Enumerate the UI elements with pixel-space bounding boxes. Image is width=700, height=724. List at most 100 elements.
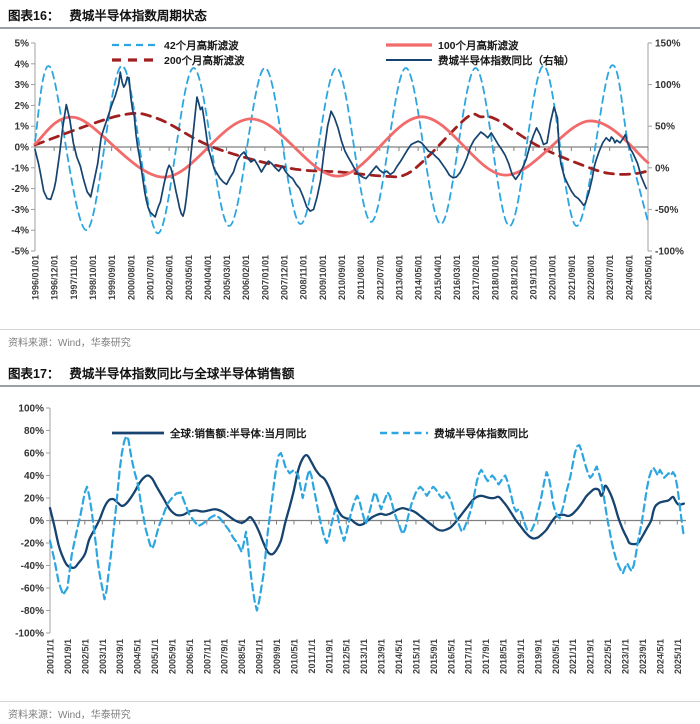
legend-item: 费城半导体指数同比（右轴） [386,54,575,67]
x-axis-tick-label: 1996/12/01 [50,255,60,300]
left-axis-tick-label: -4% [11,226,29,237]
figure16-label: 图表16： [8,9,60,23]
x-axis-tick-label: 2023/9/1 [638,639,648,674]
left-axis-tick-label: 20% [24,494,44,505]
x-axis-tick-label: 2011/08/01 [356,255,366,300]
x-axis-tick-label: 2011/9/1 [324,639,334,674]
x-axis-tick-label: 2021/1/1 [568,639,578,674]
x-axis-tick-label: 2016/03/01 [452,255,462,300]
figure16-title: 图表16： 费城半导体指数周期状态 [0,0,700,27]
left-axis-tick-label: 100% [18,404,44,415]
x-axis-tick-label: 2017/9/1 [481,639,491,674]
x-axis-tick-label: 2005/1/1 [150,639,160,674]
x-axis-tick-label: 2022/5/1 [603,639,613,674]
x-axis-tick-label: 1999/09/01 [107,255,117,300]
x-axis-tick-label: 2015/04/01 [433,255,443,300]
x-axis-tick-label: 2020/10/01 [548,255,558,300]
left-axis-tick-label: 0% [15,143,30,154]
legend-label: 全球:销售额:半导体:当月同比 [169,427,307,440]
legend-label: 42个月高斯滤波 [164,39,239,52]
right-axis-tick-label: 100% [655,80,681,91]
series-line [33,111,650,179]
figure16-title-text: 费城半导体指数周期状态 [69,9,207,23]
legend-label: 200个月高斯滤波 [164,54,245,67]
x-axis-tick-label: 2012/07/01 [375,255,385,300]
left-axis-tick-label: 1% [15,122,30,133]
x-axis-tick-label: 2003/9/1 [115,639,125,674]
left-axis-tick-label: 2% [15,101,30,112]
right-axis-tick-label: 50% [655,122,675,133]
legend-label: 100个月高斯滤波 [438,39,519,52]
x-axis-tick-label: 2009/9/1 [272,639,282,674]
x-axis-tick-label: 2006/5/1 [185,639,195,674]
left-axis-tick-label: -40% [21,561,44,572]
x-axis-tick-label: 2023/1/1 [621,639,631,674]
x-axis-tick-label: 2018/12/01 [509,255,519,300]
x-axis-tick-label: 2019/9/1 [533,639,543,674]
x-axis-tick-label: 2005/03/01 [222,255,232,300]
figure16-source: 资料来源：Wind，华泰研究 [8,338,131,349]
figure17-title-text: 费城半导体指数同比与全球半导体销售额 [69,367,295,381]
left-axis-tick-label: -60% [21,584,44,595]
x-axis-tick-label: 2021/9/1 [586,639,596,674]
left-axis-tick-label: 60% [24,449,44,460]
x-axis-tick-label: 2013/9/1 [377,639,387,674]
right-axis-tick-label: -100% [655,247,684,258]
figure17-title: 图表17： 费城半导体指数同比与全球半导体销售额 [0,358,700,385]
left-axis-tick-label: -80% [21,606,44,617]
legend-item: 全球:销售额:半导体:当月同比 [112,427,307,440]
x-axis-tick-label: 2007/12/01 [280,255,290,300]
x-axis-tick-label: 2021/09/01 [567,255,577,300]
x-axis-tick-label: 2002/5/1 [80,639,90,674]
right-axis-tick-label: 150% [655,39,681,50]
x-axis-tick-label: 2000/08/01 [126,255,136,300]
figure16-section: 图表16： 费城半导体指数周期状态 5% 4% 3% 2% 1% 0% -1% -2% -3% -4… [0,0,700,352]
x-axis-tick-label: 2001/1/1 [46,639,56,674]
left-axis-tick-label: 5% [15,39,30,50]
x-axis-tick-label: 2007/9/1 [220,639,230,674]
left-axis-tick-label: -2% [11,184,29,195]
x-axis-tick-label: 2009/10/01 [318,255,328,300]
x-axis-tick-label: 2002/06/01 [165,255,175,300]
divider [0,385,700,387]
x-axis-tick-label: 2003/05/01 [184,255,194,300]
x-axis-tick-label: 2004/5/1 [133,639,143,674]
x-axis-tick-label: 2001/07/01 [145,255,155,300]
left-axis-tick-label: 4% [15,59,30,70]
x-axis-tick-label: 2025/1/1 [673,639,683,674]
left-axis-tick-label: -5% [11,247,29,258]
x-axis-tick-label: 2019/1/1 [516,639,526,674]
x-axis-tick-label: 2003/1/1 [98,639,108,674]
left-axis-tick-label: -20% [21,539,44,550]
x-axis-tick-label: 2001/9/1 [63,639,73,674]
legend-item: 200个月高斯滤波 [112,54,245,67]
x-axis-tick-label: 2018/01/01 [490,255,500,300]
left-axis-tick-label: -3% [11,205,29,216]
x-axis-tick-label: 2011/1/1 [307,639,317,674]
x-axis-tick-label: 2018/5/1 [499,639,509,674]
left-axis-tick-label: 80% [24,426,44,437]
x-axis-tick-label: 2008/5/1 [237,639,247,674]
x-axis-tick-label: 2016/5/1 [446,639,456,674]
x-axis-tick-label: 1997/11/01 [69,255,79,300]
divider [0,701,700,702]
x-axis-tick-label: 2009/1/1 [255,639,265,674]
figure17-source: 资料来源：Wind，华泰研究 [8,710,131,721]
chart16-canvas: 5% 4% 3% 2% 1% 0% -1% -2% -3% -4% -5% 150% 100% 50% 0%… [11,39,684,301]
x-axis-tick-label: 2014/5/1 [394,639,404,674]
left-axis-tick-label: 3% [15,80,30,91]
series-line [48,454,685,570]
x-axis-tick-label: 2022/08/01 [586,255,596,300]
divider [0,329,700,330]
x-axis-tick-label: 2012/5/1 [342,639,352,674]
x-axis-tick-label: 2004/04/01 [203,255,213,300]
right-axis-tick-label: -50% [655,205,678,216]
x-axis-tick-label: 2019/11/01 [529,255,539,300]
x-axis-tick-label: 2008/11/01 [299,255,309,300]
x-axis-tick-label: 2006/02/01 [241,255,251,300]
x-axis-tick-label: 2005/9/1 [167,639,177,674]
x-axis-tick-label: 2025/05/01 [644,255,654,300]
x-axis-tick-label: 2024/06/01 [624,255,634,300]
x-axis-tick-label: 2010/09/01 [337,255,347,300]
